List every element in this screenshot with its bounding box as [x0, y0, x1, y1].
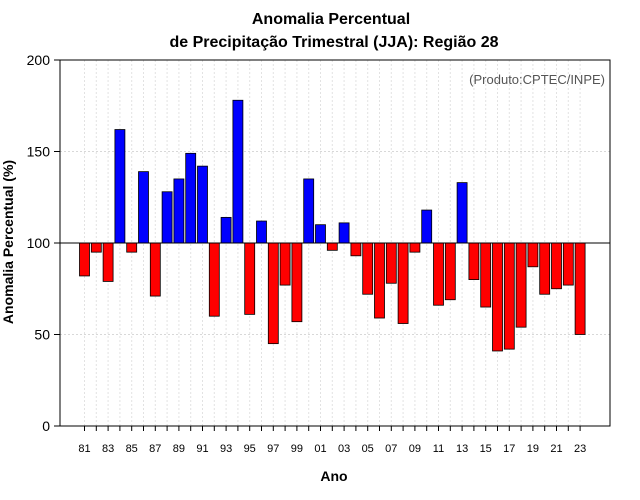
y-axis: 0 50 100 150 200 — [27, 52, 60, 434]
bar-96 — [256, 220, 267, 244]
x-tick-label: 09 — [409, 443, 421, 455]
y-tick-label: 50 — [34, 327, 50, 343]
bar-08 — [397, 242, 409, 324]
bar-12 — [444, 242, 456, 301]
x-tick-label: 17 — [503, 443, 515, 455]
bar-06 — [374, 242, 385, 319]
x-tick-label: 85 — [126, 443, 138, 455]
bar-09 — [409, 242, 421, 253]
bar-04 — [350, 242, 362, 257]
x-tick-label: 19 — [527, 443, 539, 455]
x-tick-label: 83 — [102, 443, 114, 455]
y-tick-label: 150 — [27, 144, 51, 160]
bar-07 — [385, 242, 397, 284]
x-tick-label: 21 — [550, 443, 562, 455]
bar-86 — [138, 171, 149, 244]
bar-11 — [433, 242, 444, 306]
bar-15 — [480, 242, 492, 308]
x-tick-label: 03 — [338, 443, 350, 455]
x-tick-label: 93 — [220, 443, 232, 455]
bar-88 — [161, 191, 173, 244]
x-tick-label: 01 — [314, 443, 326, 455]
bar-21 — [551, 242, 562, 290]
x-tick-label: 23 — [574, 443, 586, 455]
bar-87 — [149, 242, 161, 297]
x-tick-label: 89 — [173, 443, 185, 455]
bar-23 — [574, 242, 586, 335]
bar-85 — [126, 242, 138, 253]
y-tick-label: 0 — [42, 418, 50, 434]
x-tick-label: 91 — [196, 443, 208, 455]
x-tick-label: 87 — [149, 443, 161, 455]
x-axis-label: Ano — [320, 468, 347, 484]
x-tick-label: 13 — [456, 443, 468, 455]
bar-95 — [244, 242, 256, 315]
credit-text: (Produto:CPTEC/INPE) — [469, 72, 605, 87]
bar-05 — [362, 242, 374, 295]
grid-lines — [60, 60, 610, 426]
bar-83 — [102, 242, 114, 282]
x-tick-label: 99 — [291, 443, 303, 455]
x-axis: 81 83 85 87 89 91 93 95 97 99 01 03 05 07 09 11 13 15 17 19… — [78, 426, 586, 455]
bar-01 — [315, 224, 326, 244]
bar-93 — [220, 216, 232, 244]
bar-99 — [291, 242, 303, 323]
x-tick-label: 97 — [267, 443, 279, 455]
x-tick-label: 81 — [78, 443, 90, 455]
bar-97 — [267, 242, 279, 345]
bar-82 — [90, 242, 102, 253]
y-tick-label: 200 — [27, 52, 51, 68]
bar-94 — [232, 99, 244, 244]
chart-title-line1: Anomalia Percentual — [252, 11, 410, 28]
x-tick-label: 95 — [244, 443, 256, 455]
chart-title-line2: de Precipitação Trimestral (JJA): Região… — [169, 34, 498, 51]
bar-10 — [421, 209, 433, 244]
x-tick-label: 07 — [385, 443, 397, 455]
bar-91 — [197, 165, 208, 244]
bar-89 — [173, 178, 185, 244]
bar-18 — [515, 242, 527, 328]
bar-19 — [527, 242, 539, 268]
bar-02 — [326, 242, 338, 251]
bar-98 — [279, 242, 291, 286]
bar-13 — [456, 182, 468, 244]
bar-84 — [114, 129, 126, 244]
bar-20 — [539, 242, 551, 295]
x-tick-label: 15 — [480, 443, 492, 455]
bar-16 — [492, 242, 503, 352]
y-tick-label: 100 — [27, 235, 51, 251]
bar-03 — [338, 222, 350, 244]
bar-81 — [79, 242, 90, 277]
x-tick-label: 05 — [362, 443, 374, 455]
bars — [79, 99, 586, 352]
bar-00 — [303, 178, 315, 244]
bar-14 — [468, 242, 480, 280]
bar-92 — [208, 242, 220, 317]
y-axis-label: Anomalia Percentual (%) — [0, 160, 16, 324]
x-tick-label: 11 — [433, 443, 444, 455]
bar-90 — [185, 152, 197, 244]
bar-22 — [562, 242, 574, 286]
bar-17 — [503, 242, 515, 350]
